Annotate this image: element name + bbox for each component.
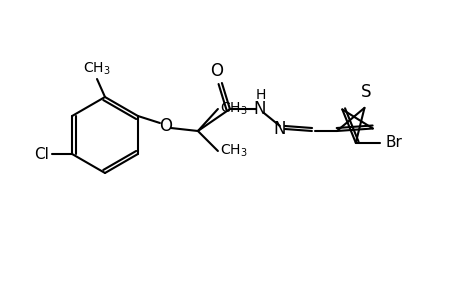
Text: Cl: Cl — [34, 146, 49, 161]
Text: N: N — [253, 100, 266, 118]
Text: S: S — [360, 83, 371, 101]
Text: O: O — [210, 62, 223, 80]
Text: N: N — [273, 120, 285, 138]
Text: O: O — [159, 117, 172, 135]
Text: CH$_3$: CH$_3$ — [219, 143, 247, 159]
Text: H: H — [255, 88, 265, 102]
Text: CH$_3$: CH$_3$ — [83, 61, 111, 77]
Text: Br: Br — [385, 135, 402, 150]
Text: CH$_3$: CH$_3$ — [219, 101, 247, 117]
